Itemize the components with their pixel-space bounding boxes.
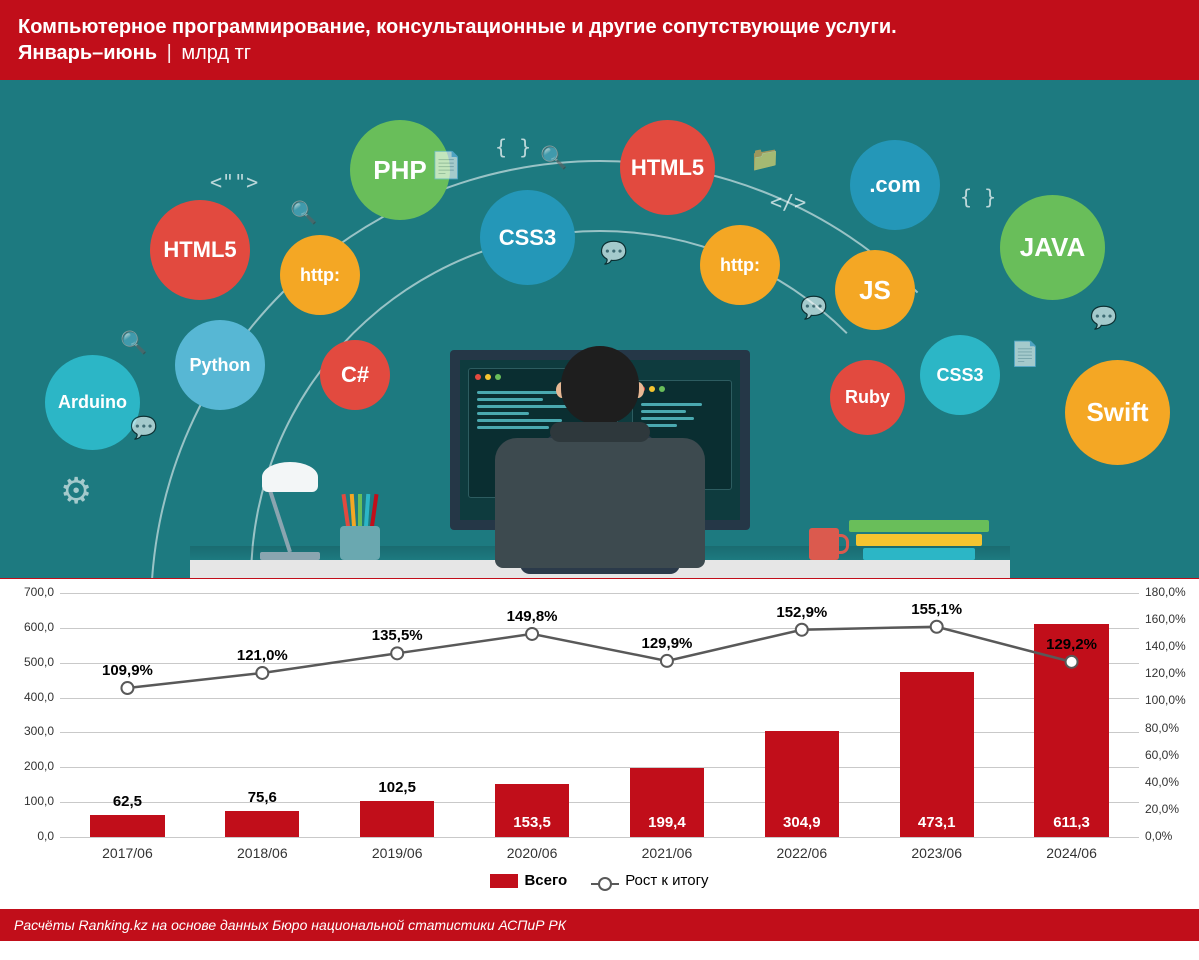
tech-bubble-http: http: (280, 235, 360, 315)
line-value-label: 149,8% (507, 608, 558, 625)
x-tick-label: 2019/06 (372, 845, 423, 861)
y-left-tick: 200,0 (6, 759, 54, 773)
deco-icon: 🔍 (290, 200, 317, 226)
line-value-label: 129,2% (1046, 636, 1097, 653)
line-value-label: 135,5% (372, 627, 423, 644)
x-tick-label: 2021/06 (642, 845, 693, 861)
footer-credit: Расчёты Ranking.kz на основе данных Бюро… (0, 909, 1199, 941)
legend-line: Рост к итогу (591, 872, 708, 889)
x-tick-label: 2020/06 (507, 845, 558, 861)
x-tick-label: 2018/06 (237, 845, 288, 861)
header-title: Компьютерное программирование, консульта… (18, 14, 1181, 40)
tech-bubble-http: http: (700, 225, 780, 305)
legend-bar: Всего (490, 872, 567, 889)
header-unit: млрд тг (181, 42, 251, 64)
tech-bubble-css3: CSS3 (480, 190, 575, 285)
y-right-tick: 120,0% (1145, 666, 1193, 680)
book-stack (849, 518, 989, 560)
y-left-tick: 0,0 (6, 829, 54, 843)
deco-icon: 💬 (800, 295, 827, 321)
deco-icon: 📄 (1010, 340, 1040, 369)
line-value-label: 121,0% (237, 647, 288, 664)
tech-bubble-java: JAVA (1000, 195, 1105, 300)
tech-bubble-arduino: Arduino (45, 355, 140, 450)
chart-plot-area: 0,0100,0200,0300,0400,0500,0600,0700,0 0… (60, 593, 1139, 837)
y-right-tick: 180,0% (1145, 585, 1193, 599)
x-tick-label: 2017/06 (102, 845, 153, 861)
desk-lamp (260, 552, 320, 560)
chart-legend: Всего Рост к итогу (0, 872, 1199, 889)
code-tag: <""> (210, 170, 258, 194)
y-left-tick: 400,0 (6, 690, 54, 704)
y-left-tick: 300,0 (6, 724, 54, 738)
line-value-label: 155,1% (911, 601, 962, 618)
gridline (60, 837, 1139, 838)
illustration-panel: ArduinoHTML5Pythonhttp:C#PHPCSS3HTML5htt… (0, 79, 1199, 579)
x-tick-label: 2022/06 (777, 845, 828, 861)
deco-icon: 💬 (600, 240, 627, 266)
chart-panel: 0,0 100,0 200,0 300,0 400,0 500,0 600,0 700,0 0… (0, 579, 1199, 909)
deco-icon: 🔍 (540, 145, 567, 171)
code-tag: { } (495, 135, 531, 159)
code-tag: </> (770, 190, 806, 214)
y-right-tick: 140,0% (1145, 639, 1193, 653)
deco-icon: 📄 (430, 150, 462, 181)
line-value-label: 152,9% (776, 604, 827, 621)
tech-bubble-ruby: Ruby (830, 360, 905, 435)
y-right-tick: 160,0% (1145, 612, 1193, 626)
header: Компьютерное программирование, консульта… (0, 0, 1199, 79)
deco-icon: ⚙ (60, 470, 92, 512)
tech-bubble-python: Python (175, 320, 265, 410)
y-right-tick: 60,0% (1145, 748, 1193, 762)
deco-icon: 💬 (130, 415, 157, 441)
y-right-tick: 0,0% (1145, 829, 1193, 843)
tech-bubble-swift: Swift (1065, 360, 1170, 465)
line-value-label: 109,9% (102, 662, 153, 679)
y-left-tick: 500,0 (6, 655, 54, 669)
coffee-mug (809, 528, 839, 560)
y-right-tick: 80,0% (1145, 721, 1193, 735)
tech-bubble-css3: CSS3 (920, 335, 1000, 415)
pencil-cup (340, 500, 380, 560)
deco-icon: 🔍 (120, 330, 147, 356)
x-tick-label: 2024/06 (1046, 845, 1097, 861)
y-right-tick: 20,0% (1145, 802, 1193, 816)
tech-bubble-js: JS (835, 250, 915, 330)
tech-bubble-c: C# (320, 340, 390, 410)
tech-bubble-com: .com (850, 140, 940, 230)
code-tag: { } (960, 185, 996, 209)
header-period: Январь–июнь (18, 42, 157, 64)
header-sep: | (163, 42, 176, 64)
y-left-tick: 700,0 (6, 585, 54, 599)
deco-icon: 💬 (1090, 305, 1117, 331)
y-left-tick: 100,0 (6, 794, 54, 808)
y-left-tick: 600,0 (6, 620, 54, 634)
tech-bubble-html5: HTML5 (620, 120, 715, 215)
y-right-tick: 40,0% (1145, 775, 1193, 789)
y-right-tick: 100,0% (1145, 693, 1193, 707)
chair (485, 428, 715, 568)
tech-bubble-html5: HTML5 (150, 200, 250, 300)
header-subtitle: Январь–июнь | млрд тг (18, 42, 1181, 65)
x-tick-label: 2023/06 (911, 845, 962, 861)
deco-icon: 📁 (750, 145, 780, 174)
line-value-label: 129,9% (642, 635, 693, 652)
line-series (60, 593, 1139, 837)
